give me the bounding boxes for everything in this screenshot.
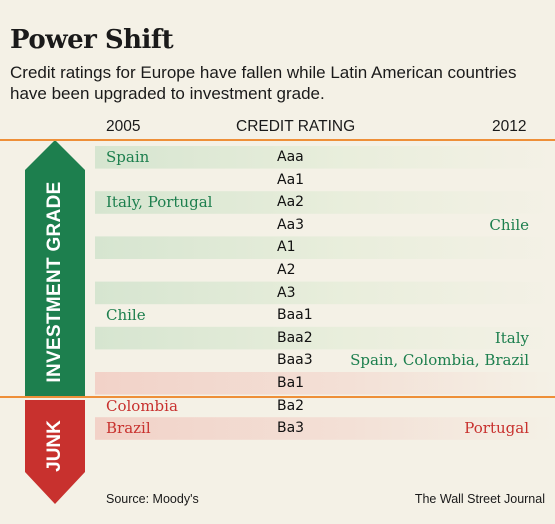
rating-label: Ba1 — [277, 375, 305, 391]
rating-label: Aaa — [277, 149, 304, 165]
countries-2005: Spain — [106, 148, 150, 166]
rating-label: Ba2 — [277, 397, 305, 414]
publisher-credit: The Wall Street Journal — [414, 492, 545, 506]
chart-title: Power Shift — [10, 25, 174, 55]
countries-2012: Portugal — [464, 419, 529, 438]
countries-2012: Spain, Colombia, Brazil — [350, 351, 529, 370]
countries-2005: Italy, Portugal — [106, 193, 213, 212]
row-stripe — [95, 417, 555, 440]
countries-2005: Brazil — [106, 419, 151, 438]
countries-2005: Colombia — [106, 396, 178, 415]
investment-grade-label: INVESTMENT GRADE — [44, 181, 65, 383]
chart-subtitle: Credit ratings for Europe have fallen wh… — [10, 63, 517, 103]
junk-label: JUNK — [44, 420, 65, 472]
countries-2005: Chile — [106, 306, 146, 325]
countries-2012: Chile — [489, 215, 529, 234]
rating-label: Baa2 — [277, 329, 313, 346]
row-stripe — [95, 236, 555, 259]
rating-label: Baa1 — [277, 307, 313, 324]
rating-label: Aa3 — [277, 216, 305, 233]
rating-label: A2 — [277, 262, 296, 278]
column-header-2012: 2012 — [492, 118, 527, 135]
rating-label: A3 — [277, 284, 296, 301]
row-stripe — [95, 191, 555, 214]
rating-label: Baa3 — [277, 352, 313, 369]
rating-label: Ba3 — [277, 420, 305, 437]
rating-label: Aa1 — [277, 171, 305, 188]
rating-label: A1 — [277, 239, 296, 256]
column-header-credit-rating: CREDIT RATING — [236, 118, 356, 135]
countries-2012: Italy — [494, 328, 529, 347]
row-stripe — [95, 146, 555, 169]
top-rule — [0, 139, 555, 141]
row-stripe — [95, 372, 555, 395]
rating-label: Aa2 — [277, 194, 305, 211]
row-stripe — [95, 326, 555, 350]
source-note: Source: Moody's — [106, 492, 199, 506]
column-header-2005: 2005 — [106, 118, 141, 135]
investment-grade-arrow — [25, 140, 85, 396]
junk-divider-rule — [0, 396, 555, 398]
row-stripe — [95, 281, 555, 305]
junk-arrow — [25, 400, 85, 504]
